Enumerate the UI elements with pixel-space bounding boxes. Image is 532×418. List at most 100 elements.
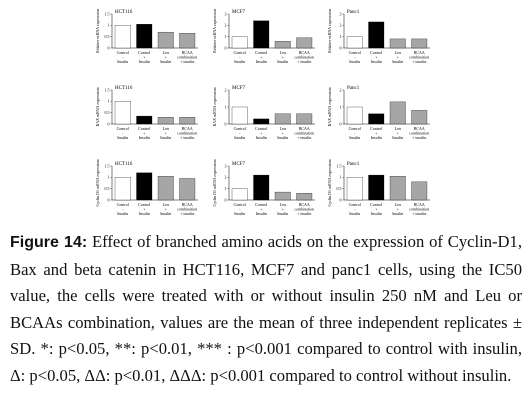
x-tick-label: Control [234,126,247,131]
chart-title: Panc1 [347,86,360,91]
x-tick-label: Control [349,202,362,207]
caption-text: Effect of branched amino acids on the ex… [10,232,522,385]
x-tick-label: Insulin [392,59,403,64]
x-tick-label: - [239,207,241,212]
x-tick-label: + insulin [180,135,194,140]
y-axis-label: BAX mRNA expression [95,88,100,127]
bar [253,20,270,49]
x-tick-label: Insulin [392,135,403,140]
chart-title: HCT116 [115,86,133,91]
figure: 0 0.5 1 1.5 Relative mRNA expression HCT116 Co… [95,9,430,216]
y-axis-label: Cyclin D1 mRNA expression [212,160,217,207]
x-tick-label: combination [409,55,429,60]
x-tick-label: Control [234,50,247,55]
y-tick-label: 1 [108,99,110,104]
x-tick-label: + [282,55,285,60]
chart-title: HCT116 [115,162,133,167]
bar [114,177,131,201]
y-tick-label: 1 [225,34,227,39]
x-tick-label: + [397,55,400,60]
bar [389,101,406,125]
y-tick-label: 0 [225,197,227,202]
x-tick-label: Leu [280,126,286,131]
x-tick-label: - [122,207,124,212]
x-tick-label: combination [177,207,197,212]
y-axis-label: Relative mRNA expression [212,9,217,53]
y-tick-label: 3 [225,11,227,16]
y-tick-label: 0.5 [337,186,342,191]
x-tick-label: + [282,131,285,136]
chart-title: Panc1 [347,10,360,15]
bar [179,117,196,125]
x-tick-label: + insulin [412,211,426,216]
x-tick-label: + insulin [412,59,426,64]
bar [274,113,291,125]
x-tick-label: + [397,131,400,136]
bar [136,24,153,49]
bar [114,101,131,125]
x-tick-label: + [260,55,263,60]
y-tick-label: 1 [340,175,342,180]
bar [274,41,291,49]
x-tick-label: Control [117,50,130,55]
x-tick-label: + [165,131,168,136]
x-tick-label: + [260,131,263,136]
x-tick-label: Insulin [234,59,245,64]
x-tick-label: + [282,207,285,212]
x-tick-label: Control [255,126,268,131]
x-tick-label: Insulin [234,211,245,216]
y-tick-label: 2 [340,23,342,28]
bar [274,191,291,201]
chart-title: Panc1 [347,162,360,167]
y-tick-label: 1.5 [105,163,110,168]
x-tick-label: + [260,207,263,212]
x-tick-label: + insulin [297,135,311,140]
x-tick-label: BCAA [299,50,310,55]
y-axis-label: Cyclin D1 mRNA expression [95,160,100,207]
y-tick-label: 0 [340,197,342,202]
y-tick-label: 2 [225,23,227,28]
x-tick-label: + insulin [297,59,311,64]
x-tick-label: Control [138,126,151,131]
bar [389,176,406,201]
x-tick-label: Leu [163,126,169,131]
x-tick-label: Control [138,202,151,207]
bar [136,172,153,201]
bar [411,38,428,49]
y-tick-label: 0.5 [105,110,110,115]
bar [179,33,196,49]
x-tick-label: Insulin [117,59,128,64]
caption-label: Figure 14: [10,234,88,251]
x-tick-label: BCAA [414,126,425,131]
y-tick-label: 0 [108,45,110,50]
x-tick-label: Control [255,202,268,207]
x-tick-label: Insulin [139,211,150,216]
x-tick-label: Control [255,50,268,55]
y-axis-label: Cyclin D1 mRNA expression [327,160,332,207]
bar [231,188,248,201]
bar [114,25,131,49]
x-tick-label: + [143,131,146,136]
bar [296,37,313,49]
x-tick-label: BCAA [299,202,310,207]
y-tick-label: 1 [108,175,110,180]
x-tick-label: Leu [280,50,286,55]
y-tick-label: 2 [340,87,342,92]
bar [157,117,174,125]
x-tick-label: Control [349,126,362,131]
y-tick-label: 1.5 [105,87,110,92]
x-tick-label: + insulin [180,59,194,64]
x-tick-label: Insulin [277,59,288,64]
x-tick-label: BCAA [414,202,425,207]
y-axis-label: BAX mRNA expression [212,88,217,127]
x-tick-label: + [143,207,146,212]
x-tick-label: Insulin [160,59,171,64]
x-tick-label: Control [138,50,151,55]
y-tick-label: 0 [225,121,227,126]
x-tick-label: Insulin [256,211,267,216]
x-tick-label: Insulin [392,211,403,216]
x-tick-label: combination [177,131,197,136]
x-tick-label: Leu [395,202,401,207]
x-tick-label: - [354,131,356,136]
y-tick-label: 1 [225,186,227,191]
